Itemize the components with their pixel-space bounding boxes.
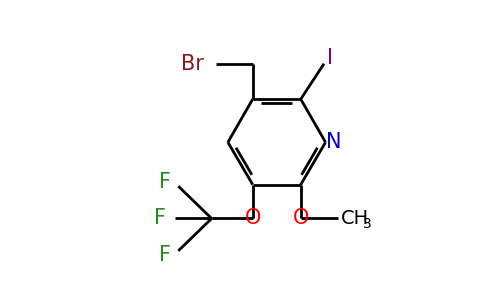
Text: CH: CH bbox=[341, 209, 369, 228]
Text: F: F bbox=[154, 208, 166, 229]
Text: 3: 3 bbox=[363, 217, 372, 231]
Text: O: O bbox=[244, 208, 261, 229]
Text: F: F bbox=[159, 172, 170, 192]
Text: I: I bbox=[327, 48, 333, 68]
Text: O: O bbox=[292, 208, 309, 229]
Text: N: N bbox=[326, 132, 341, 152]
Text: Br: Br bbox=[181, 54, 204, 74]
Text: F: F bbox=[159, 245, 170, 265]
